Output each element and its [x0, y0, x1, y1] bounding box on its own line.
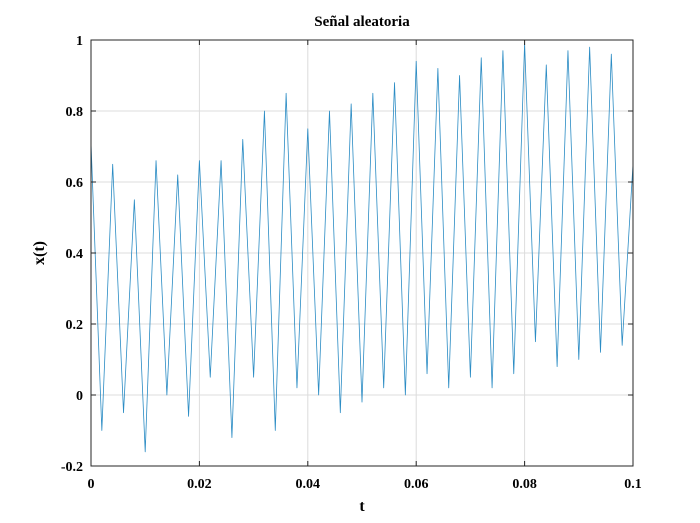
y-tick-label: 0.2 — [66, 318, 84, 333]
y-tick-label: 0 — [76, 389, 83, 404]
y-tick-label: -0.2 — [61, 460, 83, 475]
x-tick-label: 0.04 — [296, 477, 321, 492]
grid — [90, 39, 634, 467]
x-tick-labels: 0 0.02 0.04 0.06 0.08 0.1 — [88, 477, 642, 492]
y-tick-label: 1 — [76, 34, 83, 49]
x-tick-label: 0.1 — [624, 477, 642, 492]
y-axis-label: x(t) — [31, 241, 48, 265]
x-tick-label: 0.08 — [512, 477, 537, 492]
ticks — [90, 39, 634, 467]
x-tick-label: 0.06 — [404, 477, 429, 492]
y-tick-labels: -0.2 0 0.2 0.4 0.6 0.8 1 — [61, 34, 83, 475]
series-line — [90, 43, 634, 453]
x-tick-label: 0.02 — [187, 477, 212, 492]
chart-title: Señal aleatoria — [314, 14, 410, 30]
y-tick-label: 0.6 — [66, 176, 84, 191]
x-axis-label: t — [359, 498, 365, 515]
x-tick-label: 0 — [88, 477, 95, 492]
y-tick-label: 0.4 — [66, 247, 84, 262]
y-tick-label: 0.8 — [66, 105, 84, 120]
